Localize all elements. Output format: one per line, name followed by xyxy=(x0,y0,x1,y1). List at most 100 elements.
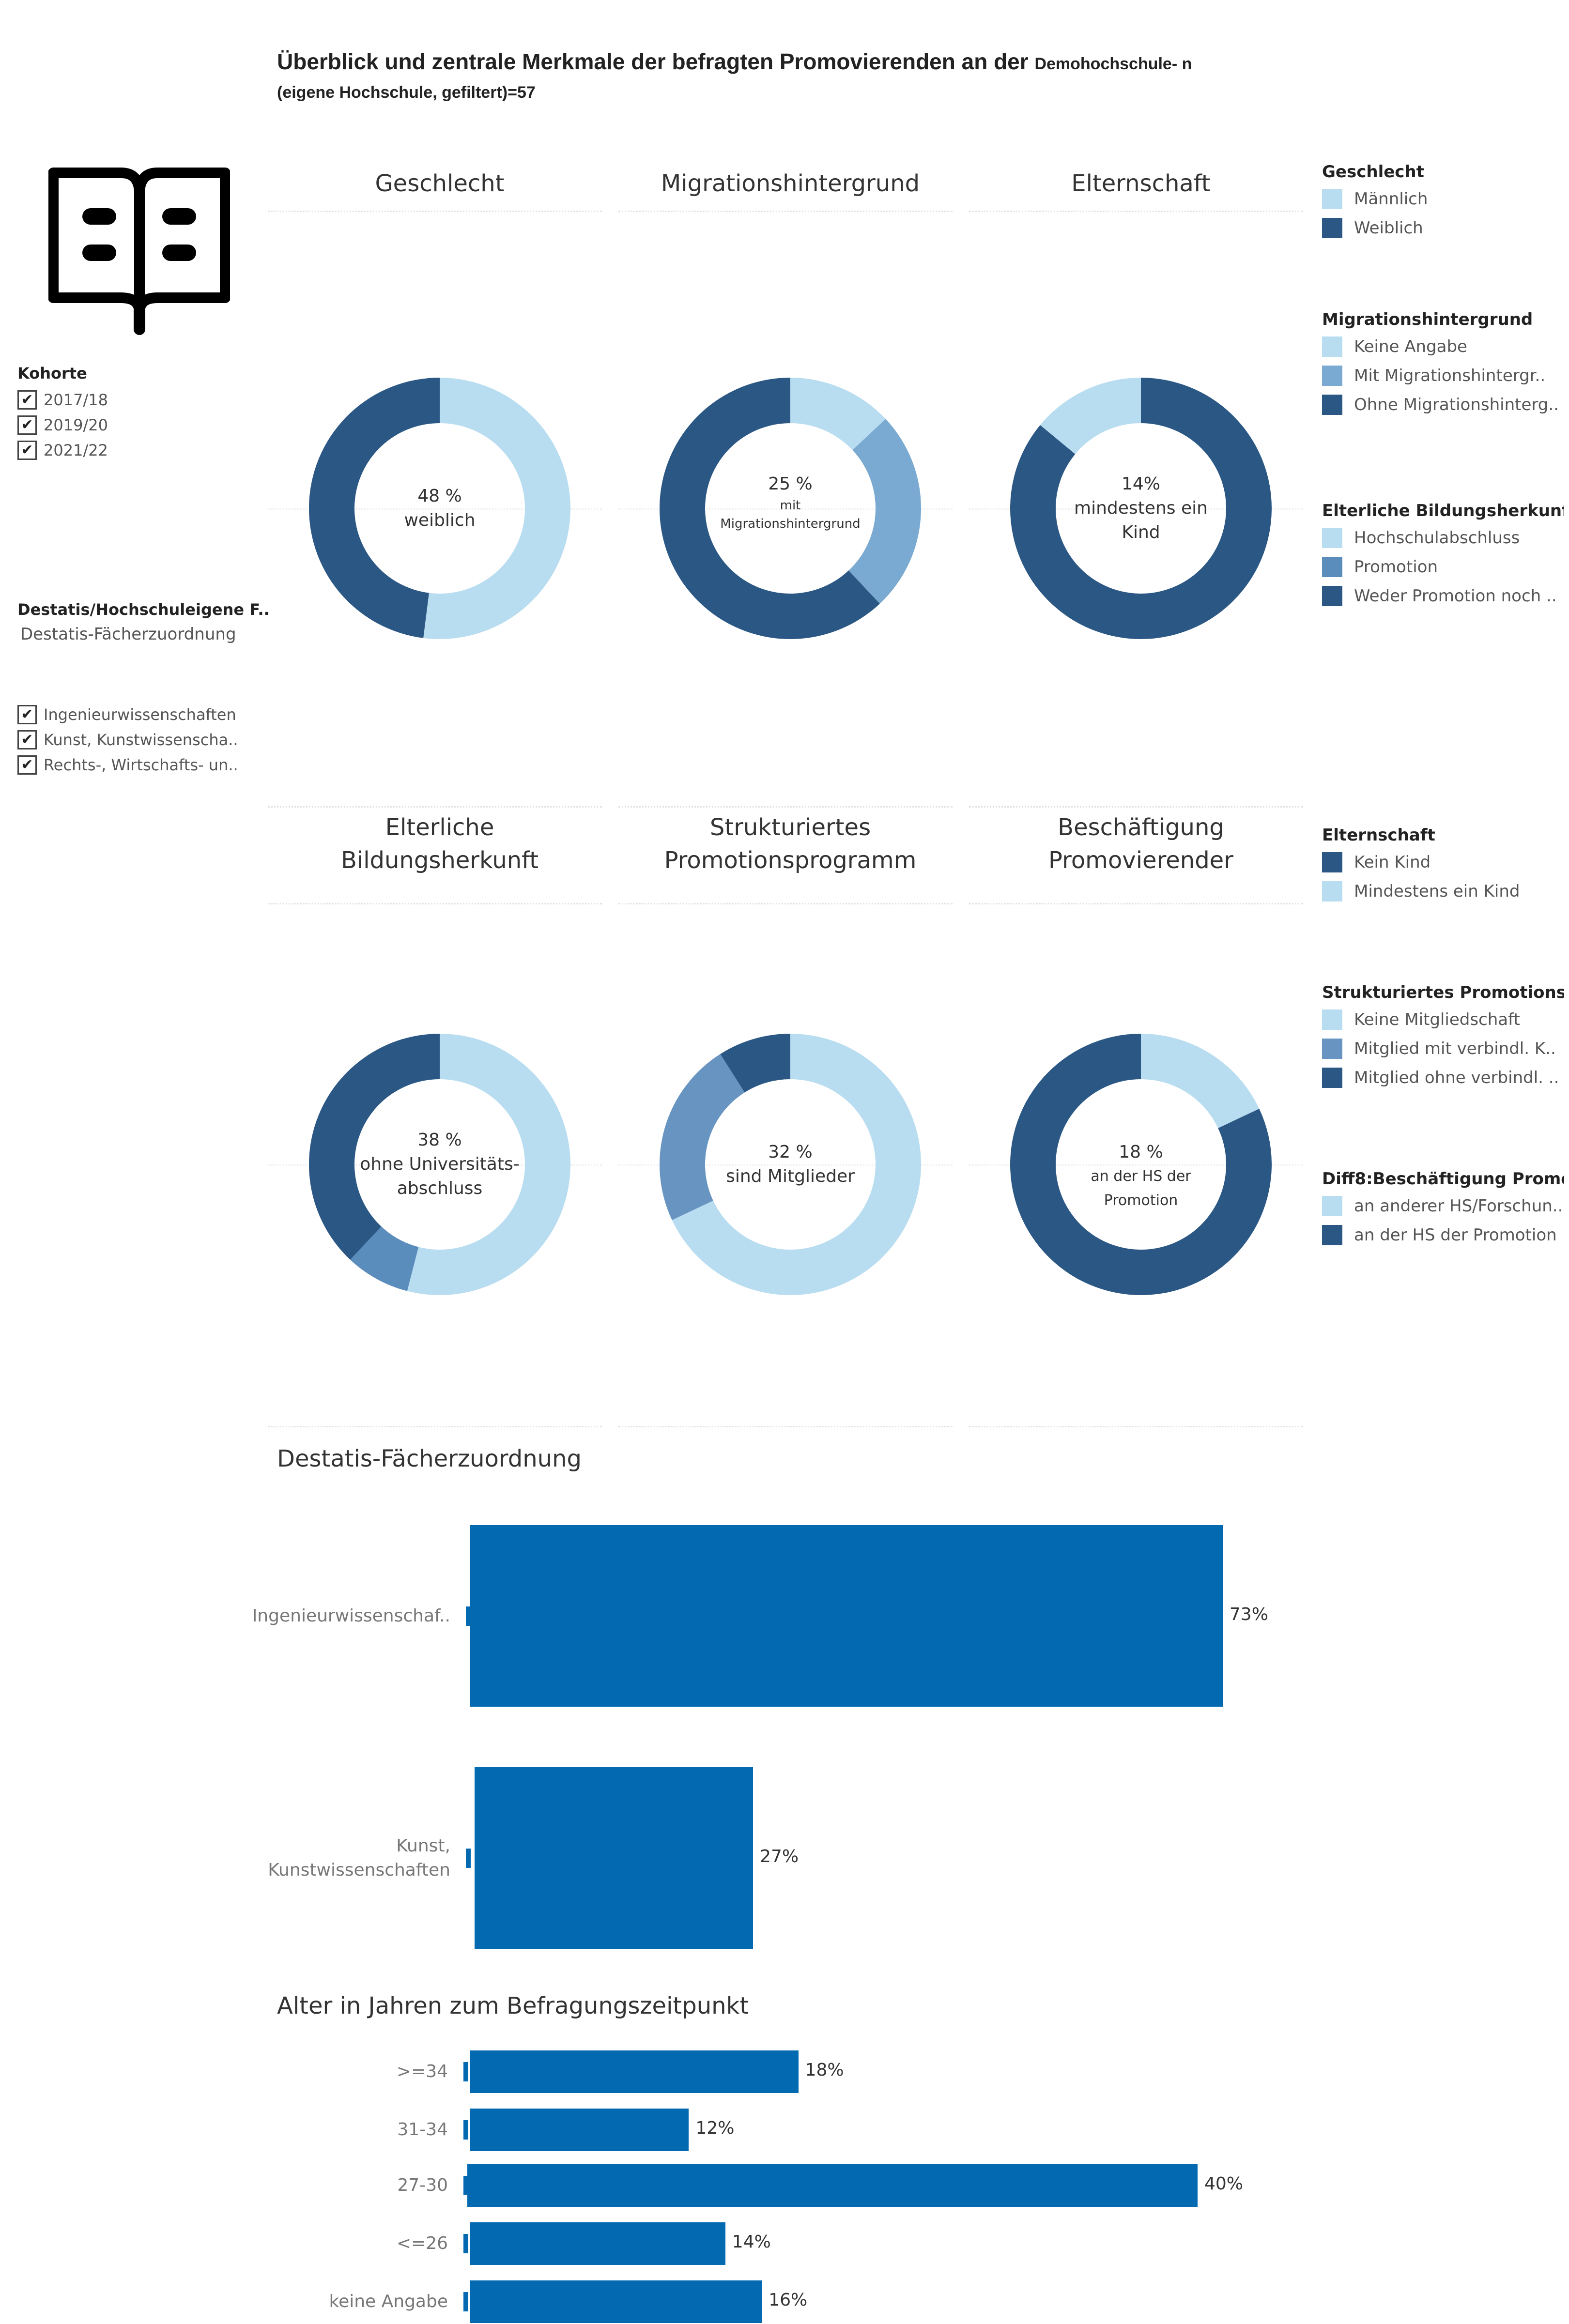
age-chart-title: Alter in Jahren zum Befragungszeitpunkt xyxy=(277,1992,749,2019)
field-option-label: Kunst, Kunstwissenscha.. xyxy=(44,731,238,749)
bar-category-line: 27-30 xyxy=(397,2175,448,2195)
donut-center-line: 48 % xyxy=(417,486,462,506)
donut-segment[interactable] xyxy=(309,1034,440,1260)
legend-label: Mitglied ohne verbindl. .. xyxy=(1354,1068,1559,1087)
donut-segment[interactable] xyxy=(790,378,886,450)
bar-baseline-tick xyxy=(463,2176,468,2195)
donut-title-line: Migrationshintergrund xyxy=(661,170,920,197)
field-option[interactable]: ✔ Kunst, Kunstwissenscha.. xyxy=(17,727,238,752)
field-filter-dropdown[interactable]: Destatis-Fächerzuordnung xyxy=(20,625,236,644)
bar[interactable] xyxy=(470,2280,762,2323)
panel-divider xyxy=(268,1426,602,1427)
legend-swatch xyxy=(1322,366,1342,386)
bar-category-label: 27-30 xyxy=(291,2173,448,2198)
checkbox-checked-icon[interactable]: ✔ xyxy=(17,730,37,749)
legend-item[interactable]: Mitglied mit verbindl. K.. xyxy=(1322,1034,1564,1063)
checkbox-checked-icon[interactable]: ✔ xyxy=(17,705,37,724)
bar[interactable] xyxy=(475,1767,754,1949)
donut-segment[interactable] xyxy=(1010,1034,1272,1295)
donut-segment[interactable] xyxy=(1141,1034,1260,1129)
panel-centerline xyxy=(268,508,602,510)
legend-swatch xyxy=(1322,395,1342,415)
bar[interactable] xyxy=(470,2050,799,2093)
cohort-option-label: 2021/22 xyxy=(44,441,108,459)
bar[interactable] xyxy=(470,2222,725,2265)
donut-center-line: mit xyxy=(780,498,801,513)
legend-item[interactable]: Mindestens ein Kind xyxy=(1322,877,1564,906)
bar-value-label: 27% xyxy=(760,1846,799,1866)
legend-swatch xyxy=(1322,1039,1342,1059)
legend-item[interactable]: Mitglied ohne verbindl. .. xyxy=(1322,1063,1564,1092)
panel-divider xyxy=(969,211,1303,212)
field-option[interactable]: ✔ Ingenieurwissenschaften xyxy=(17,702,238,727)
donut-segment[interactable] xyxy=(1010,378,1272,639)
legend-item[interactable]: Hochschulabschluss xyxy=(1322,523,1564,552)
legend-item[interactable]: Mit Migrationshintergr.. xyxy=(1322,361,1564,390)
panel-divider xyxy=(618,903,953,904)
field-option-label: Ingenieurwissenschaften xyxy=(44,705,236,724)
donut-chart xyxy=(309,1034,571,1296)
bar-value-label: 14% xyxy=(732,2232,771,2252)
donut-center-label: 38 % ohne Universitäts-abschluss xyxy=(360,1128,520,1201)
donut-title-line: Bildungsherkunft xyxy=(340,847,539,874)
bar[interactable] xyxy=(470,1525,1223,1707)
donut-segment[interactable] xyxy=(407,1034,571,1296)
field-option[interactable]: ✔ Rechts-, Wirtschafts- un.. xyxy=(17,752,238,778)
bar-category-label: keine Angabe xyxy=(291,2290,448,2314)
donut-segment[interactable] xyxy=(672,1034,921,1295)
donut-segment[interactable] xyxy=(659,378,880,639)
legend-item[interactable]: Promotion xyxy=(1322,552,1564,581)
donut-center-line: 14% xyxy=(1121,474,1160,494)
panel-divider xyxy=(969,1426,1303,1427)
donut-segment[interactable] xyxy=(720,1034,790,1093)
cohort-filter-label: Kohorte xyxy=(17,364,87,382)
donut-center-line: ohne Universitäts- xyxy=(360,1154,520,1174)
cohort-option[interactable]: ✔ 2017/18 xyxy=(17,387,108,413)
legend-item[interactable]: Keine Angabe xyxy=(1322,332,1564,361)
donut-segment[interactable] xyxy=(309,378,440,638)
cohort-option[interactable]: ✔ 2021/22 xyxy=(17,438,108,463)
legend-swatch xyxy=(1322,218,1342,238)
bar-baseline-tick xyxy=(463,2120,468,2140)
bar[interactable] xyxy=(470,2109,689,2151)
legend-item[interactable]: Weiblich xyxy=(1322,214,1564,243)
legend-item[interactable]: Ohne Migrationshinterg.. xyxy=(1322,390,1564,419)
legend-group: Strukturiertes Promotionsp.. Keine Mitgli… xyxy=(1322,983,1564,1092)
checkbox-checked-icon[interactable]: ✔ xyxy=(17,755,37,775)
cohort-option[interactable]: ✔ 2019/20 xyxy=(17,413,108,438)
legend-item[interactable]: Männlich xyxy=(1322,184,1564,214)
legend-group: Geschlecht Männlich Weiblich xyxy=(1322,162,1564,243)
legend-item[interactable]: Weder Promotion noch .. xyxy=(1322,581,1564,611)
donut-center-line: weiblich xyxy=(404,510,476,530)
legend-item[interactable]: an der HS der Promotion xyxy=(1322,1221,1564,1250)
checkbox-checked-icon[interactable]: ✔ xyxy=(17,390,37,410)
panel-divider xyxy=(969,903,1303,904)
legend-swatch xyxy=(1322,1196,1342,1216)
donut-center-label: 32 % sind Mitglieder xyxy=(710,1140,870,1189)
bar[interactable] xyxy=(467,2164,1198,2207)
legend-swatch xyxy=(1322,557,1342,577)
cohort-option-label: 2017/18 xyxy=(44,391,108,409)
checkbox-checked-icon[interactable]: ✔ xyxy=(17,441,37,460)
bar-category-line: Ingenieurwissenschaf.. xyxy=(252,1605,450,1626)
panel-divider xyxy=(268,903,602,904)
bar-value-label: 12% xyxy=(695,2118,735,2138)
donut-segment[interactable] xyxy=(423,378,571,639)
donut-segment[interactable] xyxy=(659,1054,745,1220)
legend-label: Mitglied mit verbindl. K.. xyxy=(1354,1039,1556,1058)
checkbox-checked-icon[interactable]: ✔ xyxy=(17,415,37,435)
legend-group: Diff8:Beschäftigung Promo.. an anderer HS… xyxy=(1322,1169,1564,1250)
legend-item[interactable]: an anderer HS/Forschun.. xyxy=(1322,1192,1564,1221)
donut-center-line: Migrationshintergrund xyxy=(720,517,861,531)
bar-baseline-tick xyxy=(463,2234,468,2253)
donut-segment[interactable] xyxy=(1040,378,1141,454)
legend-item[interactable]: Keine Mitgliedschaft xyxy=(1322,1005,1564,1034)
legend-label: Hochschulabschluss xyxy=(1354,528,1520,548)
donut-segment[interactable] xyxy=(350,1226,419,1291)
bar-baseline-tick xyxy=(466,1848,471,1868)
legend-item[interactable]: Kein Kind xyxy=(1322,848,1564,877)
donut-center-line: Kind xyxy=(1122,522,1160,542)
donut-center-line: 18 % xyxy=(1119,1142,1163,1162)
bar-category-line: keine Angabe xyxy=(329,2292,448,2311)
donut-segment[interactable] xyxy=(848,419,921,604)
